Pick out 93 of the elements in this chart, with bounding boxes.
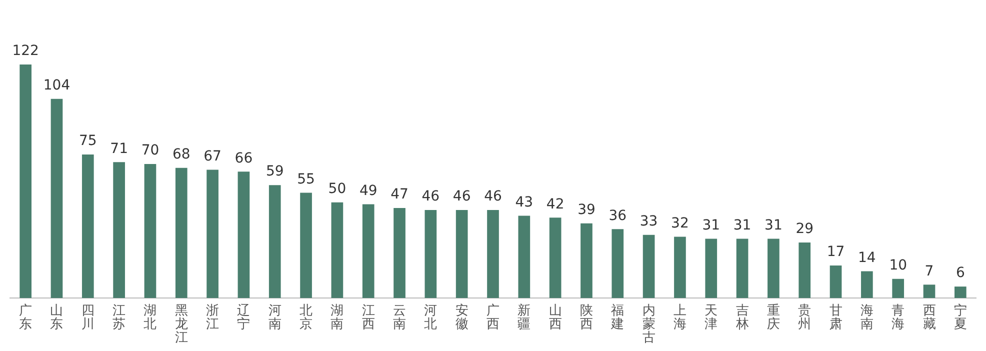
bar (580, 223, 592, 298)
x-tick-label: 辽宁 (237, 303, 250, 332)
bar (394, 208, 406, 298)
bar (954, 286, 966, 298)
x-tick-label: 西藏 (922, 303, 936, 332)
x-tick-label: 黑龙江 (174, 303, 188, 346)
bar (175, 168, 188, 298)
x-tick-label: 山东 (50, 303, 64, 332)
x-tick-label: 江苏 (112, 303, 126, 332)
data-label: 7 (924, 263, 934, 280)
data-label: 46 (484, 188, 502, 205)
x-tick-label: 广东 (19, 303, 32, 332)
bar (892, 278, 904, 298)
bar (861, 271, 873, 298)
bar (612, 229, 624, 298)
data-label: 33 (640, 214, 658, 230)
bar (830, 266, 842, 298)
x-tick-label: 湖南 (330, 303, 344, 332)
x-tick-label: 甘肃 (829, 303, 842, 332)
bar (50, 98, 63, 298)
x-tick-label: 河北 (424, 303, 438, 332)
x-tick-label: 陕西 (580, 303, 593, 332)
bar (268, 185, 281, 298)
bar (518, 216, 530, 298)
bar (113, 162, 125, 298)
x-tick-label: 福建 (610, 303, 624, 332)
data-label: 67 (204, 148, 222, 164)
data-label: 31 (702, 217, 720, 234)
data-label: 43 (515, 194, 534, 210)
bar (82, 154, 94, 298)
data-label: 47 (390, 186, 408, 203)
x-tick-label: 重庆 (766, 303, 780, 332)
x-tick-label: 上海 (673, 303, 686, 332)
data-label: 42 (546, 196, 564, 212)
bar (362, 204, 374, 298)
data-label: 14 (858, 250, 876, 266)
x-tick-label: 内蒙古 (642, 303, 656, 346)
x-tick-label: 宁夏 (954, 302, 967, 332)
data-label: 29 (796, 221, 814, 238)
x-tick-label: 浙江 (206, 303, 220, 332)
data-label: 6 (956, 265, 965, 282)
data-label: 59 (266, 164, 284, 180)
x-tick-label: 安徽 (455, 302, 468, 332)
x-tick-label: 贵州 (798, 303, 812, 332)
bar (736, 238, 748, 298)
bar (456, 210, 468, 298)
bar (705, 238, 718, 298)
data-label: 10 (889, 258, 908, 274)
bar (923, 284, 936, 298)
bar (144, 164, 156, 298)
data-label: 71 (110, 140, 128, 157)
x-tick-label: 湖北 (144, 303, 157, 332)
data-label: 46 (422, 188, 440, 205)
x-tick-label: 河南 (268, 303, 282, 332)
x-tick-label: 广西 (486, 303, 500, 332)
bar (206, 170, 218, 298)
x-tick-label: 青海 (892, 303, 905, 332)
bar (487, 210, 499, 298)
x-tick-label: 云南 (393, 303, 406, 332)
data-label: 31 (764, 217, 782, 234)
x-tick-label: 新疆 (518, 303, 531, 332)
data-label: 66 (234, 150, 253, 166)
data-label: 50 (328, 180, 346, 197)
data-label: 36 (608, 208, 627, 224)
data-label: 70 (141, 142, 160, 159)
data-label: 17 (826, 244, 845, 260)
x-tick-label: 北京 (300, 303, 313, 332)
x-tick-label: 海南 (860, 303, 874, 332)
x-tick-label: 四川 (81, 303, 94, 332)
data-label: 68 (172, 146, 190, 162)
bar (798, 242, 811, 298)
bar (642, 234, 655, 298)
bar (424, 210, 437, 298)
data-label: 75 (78, 133, 97, 150)
data-label: 46 (452, 188, 471, 205)
bar (20, 64, 32, 298)
bar (331, 202, 344, 298)
data-label: 39 (578, 202, 596, 218)
data-label: 104 (43, 78, 70, 94)
data-label: 31 (733, 217, 752, 234)
bar (768, 238, 780, 298)
bar (300, 192, 312, 298)
bar (238, 172, 250, 298)
bar (674, 236, 686, 298)
x-tick-label: 吉林 (734, 303, 749, 332)
x-tick-label: 山西 (548, 303, 562, 332)
bar (549, 218, 562, 298)
data-label: 122 (12, 43, 39, 60)
data-label: 32 (671, 215, 689, 232)
x-tick-label: 天津 (704, 303, 718, 332)
x-tick-label: 江西 (362, 303, 375, 332)
data-label: 55 (297, 171, 315, 188)
data-label: 49 (359, 182, 378, 199)
